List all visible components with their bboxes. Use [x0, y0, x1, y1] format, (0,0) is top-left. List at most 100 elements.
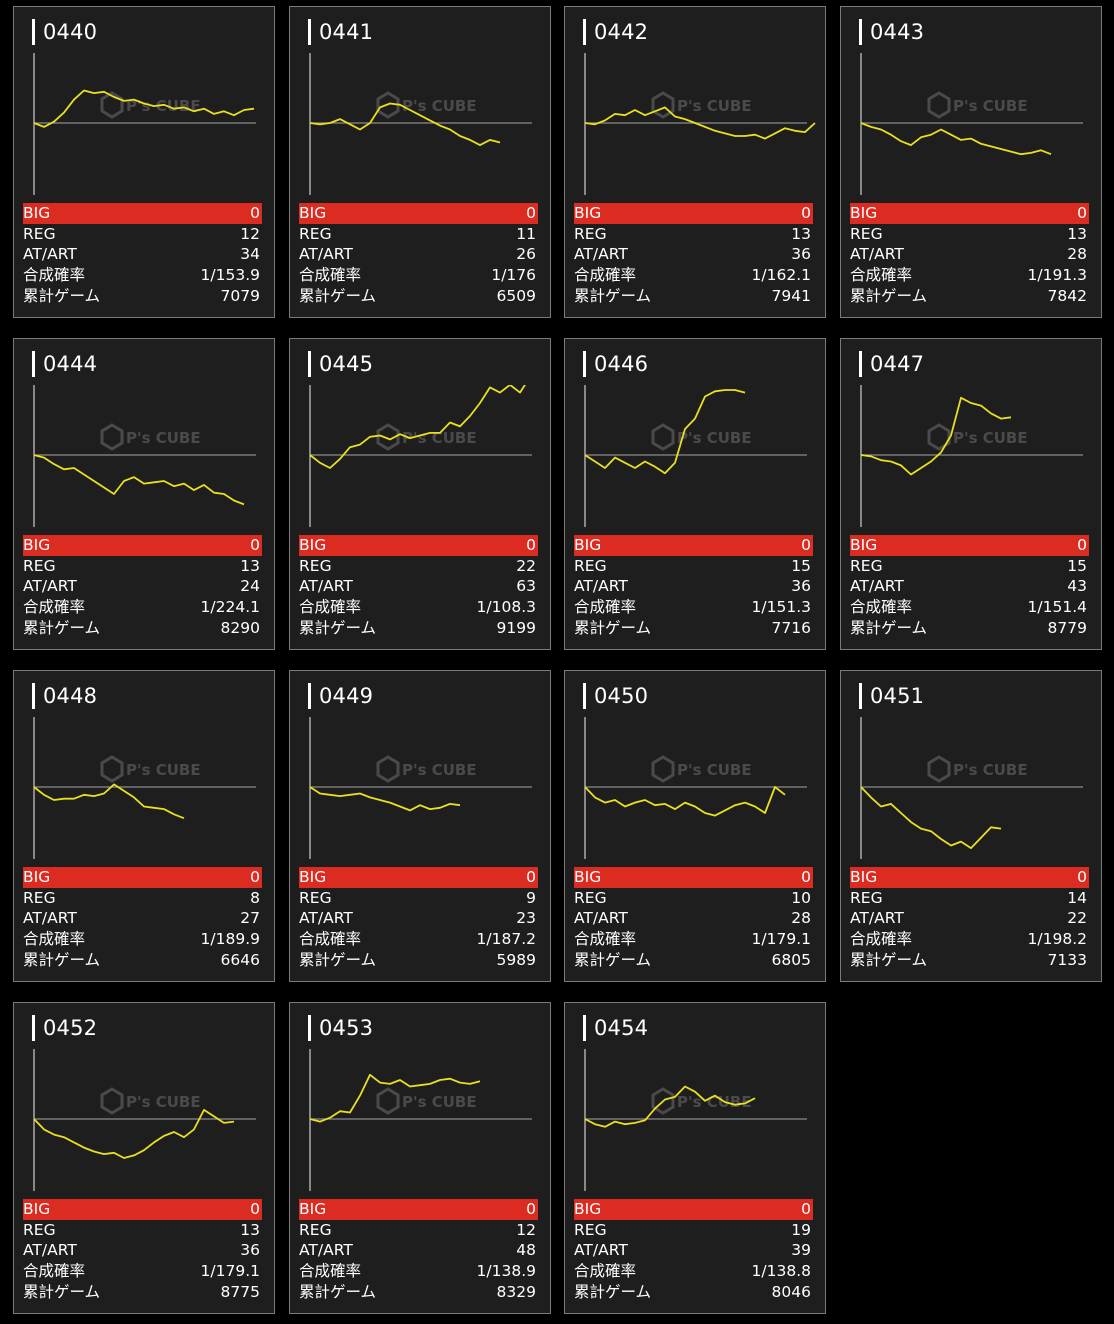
reg-label: REG	[23, 1220, 56, 1239]
watermark-logo: P's CUBE	[100, 755, 201, 783]
at-art-row: AT/ART 27	[23, 908, 260, 929]
machine-card-0444[interactable]: 0444 P's CUBE BIG 0 REG 13 AT/ART 24 合成確…	[13, 338, 275, 650]
cube-icon	[651, 423, 675, 451]
big-value: 0	[801, 536, 811, 555]
big-row: BIG 0	[23, 867, 262, 888]
games-value: 8775	[220, 1282, 260, 1301]
games-value: 7133	[1047, 950, 1087, 969]
at-art-label: AT/ART	[23, 909, 77, 928]
slump-graph-svg: P's CUBE	[860, 53, 1083, 195]
watermark-text: P's CUBE	[677, 429, 752, 447]
trend-line	[309, 102, 501, 146]
reg-row: REG 15	[850, 556, 1087, 577]
machine-card-0450[interactable]: 0450 P's CUBE BIG 0 REG 10 AT/ART 28 合成確…	[564, 670, 826, 982]
machine-card-0447[interactable]: 0447 P's CUBE BIG 0 REG 15 AT/ART 43 合成確…	[840, 338, 1102, 650]
probability-row: 合成確率 1/198.2	[850, 929, 1087, 950]
big-value: 0	[1077, 536, 1087, 555]
trend-line	[584, 106, 816, 140]
slump-graph-svg: P's CUBE	[309, 53, 532, 195]
machine-card-0451[interactable]: 0451 P's CUBE BIG 0 REG 14 AT/ART 22 合成確…	[840, 670, 1102, 982]
reg-label: REG	[23, 224, 56, 243]
probability-row: 合成確率 1/187.2	[299, 929, 536, 950]
machine-card-0449[interactable]: 0449 P's CUBE BIG 0 REG 9 AT/ART 23 合成確率…	[289, 670, 551, 982]
reg-row: REG 8	[23, 888, 260, 909]
reg-label: REG	[299, 888, 332, 907]
machine-card-0440[interactable]: 0440 P's CUBE BIG 0 REG 12 AT/ART 34 合成確…	[13, 6, 275, 318]
big-value: 0	[250, 868, 260, 887]
games-label: 累計ゲーム	[574, 286, 652, 305]
slump-graph: P's CUBE	[22, 385, 268, 527]
reg-label: REG	[850, 556, 883, 575]
reg-value: 22	[516, 556, 536, 575]
at-art-label: AT/ART	[299, 909, 353, 928]
reg-value: 10	[791, 888, 811, 907]
games-label: 累計ゲーム	[23, 286, 101, 305]
probability-value: 1/153.9	[200, 266, 260, 285]
machine-card-0452[interactable]: 0452 P's CUBE BIG 0 REG 13 AT/ART 36 合成確…	[13, 1002, 275, 1314]
games-label: 累計ゲーム	[299, 618, 377, 637]
reg-row: REG 14	[850, 888, 1087, 909]
slump-graph-svg: P's CUBE	[584, 53, 816, 195]
machine-card-0441[interactable]: 0441 P's CUBE BIG 0 REG 11 AT/ART 26 合成確…	[289, 6, 551, 318]
machine-title: 0442	[583, 19, 648, 45]
big-label: BIG	[574, 536, 602, 555]
games-row: 累計ゲーム 8290	[23, 617, 260, 638]
at-art-row: AT/ART 48	[299, 1240, 536, 1261]
big-label: BIG	[299, 536, 327, 555]
at-art-row: AT/ART 28	[574, 908, 811, 929]
games-label: 累計ゲーム	[299, 1282, 377, 1301]
trend-line	[860, 396, 1012, 476]
stats-table: BIG 0 REG 10 AT/ART 28 合成確率 1/179.1 累計ゲー…	[574, 867, 813, 970]
at-art-value: 28	[791, 909, 811, 928]
big-row: BIG 0	[299, 1199, 538, 1220]
big-value: 0	[250, 204, 260, 223]
slump-graph: P's CUBE	[22, 717, 268, 859]
games-label: 累計ゲーム	[23, 618, 101, 637]
games-value: 6646	[220, 950, 260, 969]
slump-graph-svg: P's CUBE	[309, 717, 532, 859]
games-row: 累計ゲーム 7716	[574, 617, 811, 638]
games-row: 累計ゲーム 8046	[574, 1281, 811, 1302]
machine-card-0446[interactable]: 0446 P's CUBE BIG 0 REG 15 AT/ART 36 合成確…	[564, 338, 826, 650]
probability-label: 合成確率	[574, 930, 637, 949]
probability-row: 合成確率 1/179.1	[23, 1261, 260, 1282]
big-row: BIG 0	[574, 867, 813, 888]
machine-card-0445[interactable]: 0445 P's CUBE BIG 0 REG 22 AT/ART 63 合成確…	[289, 338, 551, 650]
slump-graph: P's CUBE	[22, 53, 268, 195]
reg-row: REG 15	[574, 556, 811, 577]
at-art-value: 63	[516, 577, 536, 596]
machine-number: 0447	[870, 352, 925, 376]
big-value: 0	[801, 868, 811, 887]
title-marker	[308, 1015, 311, 1041]
probability-row: 合成確率 1/151.4	[850, 597, 1087, 618]
machine-title: 0453	[308, 1015, 373, 1041]
machine-title: 0446	[583, 351, 648, 377]
big-label: BIG	[850, 868, 878, 887]
machine-card-0442[interactable]: 0442 P's CUBE BIG 0 REG 13 AT/ART 36 合成確…	[564, 6, 826, 318]
machine-card-0454[interactable]: 0454 P's CUBE BIG 0 REG 19 AT/ART 39 合成確…	[564, 1002, 826, 1314]
machine-title: 0443	[859, 19, 924, 45]
slump-graph-svg: P's CUBE	[33, 717, 256, 859]
slump-graph-svg: P's CUBE	[33, 53, 256, 195]
reg-label: REG	[23, 888, 56, 907]
machine-card-0443[interactable]: 0443 P's CUBE BIG 0 REG 13 AT/ART 28 合成確…	[840, 6, 1102, 318]
reg-row: REG 12	[299, 1220, 536, 1241]
games-row: 累計ゲーム 6805	[574, 949, 811, 970]
games-label: 累計ゲーム	[850, 950, 928, 969]
machine-card-0453[interactable]: 0453 P's CUBE BIG 0 REG 12 AT/ART 48 合成確…	[289, 1002, 551, 1314]
machine-card-0448[interactable]: 0448 P's CUBE BIG 0 REG 8 AT/ART 27 合成確率…	[13, 670, 275, 982]
probability-value: 1/151.4	[1027, 598, 1087, 617]
big-label: BIG	[23, 1200, 51, 1219]
reg-value: 13	[240, 556, 260, 575]
reg-value: 13	[791, 224, 811, 243]
big-value: 0	[526, 204, 536, 223]
at-art-row: AT/ART 63	[299, 576, 536, 597]
machine-title: 0451	[859, 683, 924, 709]
big-label: BIG	[850, 536, 878, 555]
machine-number: 0445	[319, 352, 374, 376]
reg-label: REG	[574, 888, 607, 907]
big-row: BIG 0	[299, 867, 538, 888]
stats-table: BIG 0 REG 13 AT/ART 24 合成確率 1/224.1 累計ゲー…	[23, 535, 262, 638]
at-art-value: 27	[240, 909, 260, 928]
probability-value: 1/189.9	[200, 930, 260, 949]
